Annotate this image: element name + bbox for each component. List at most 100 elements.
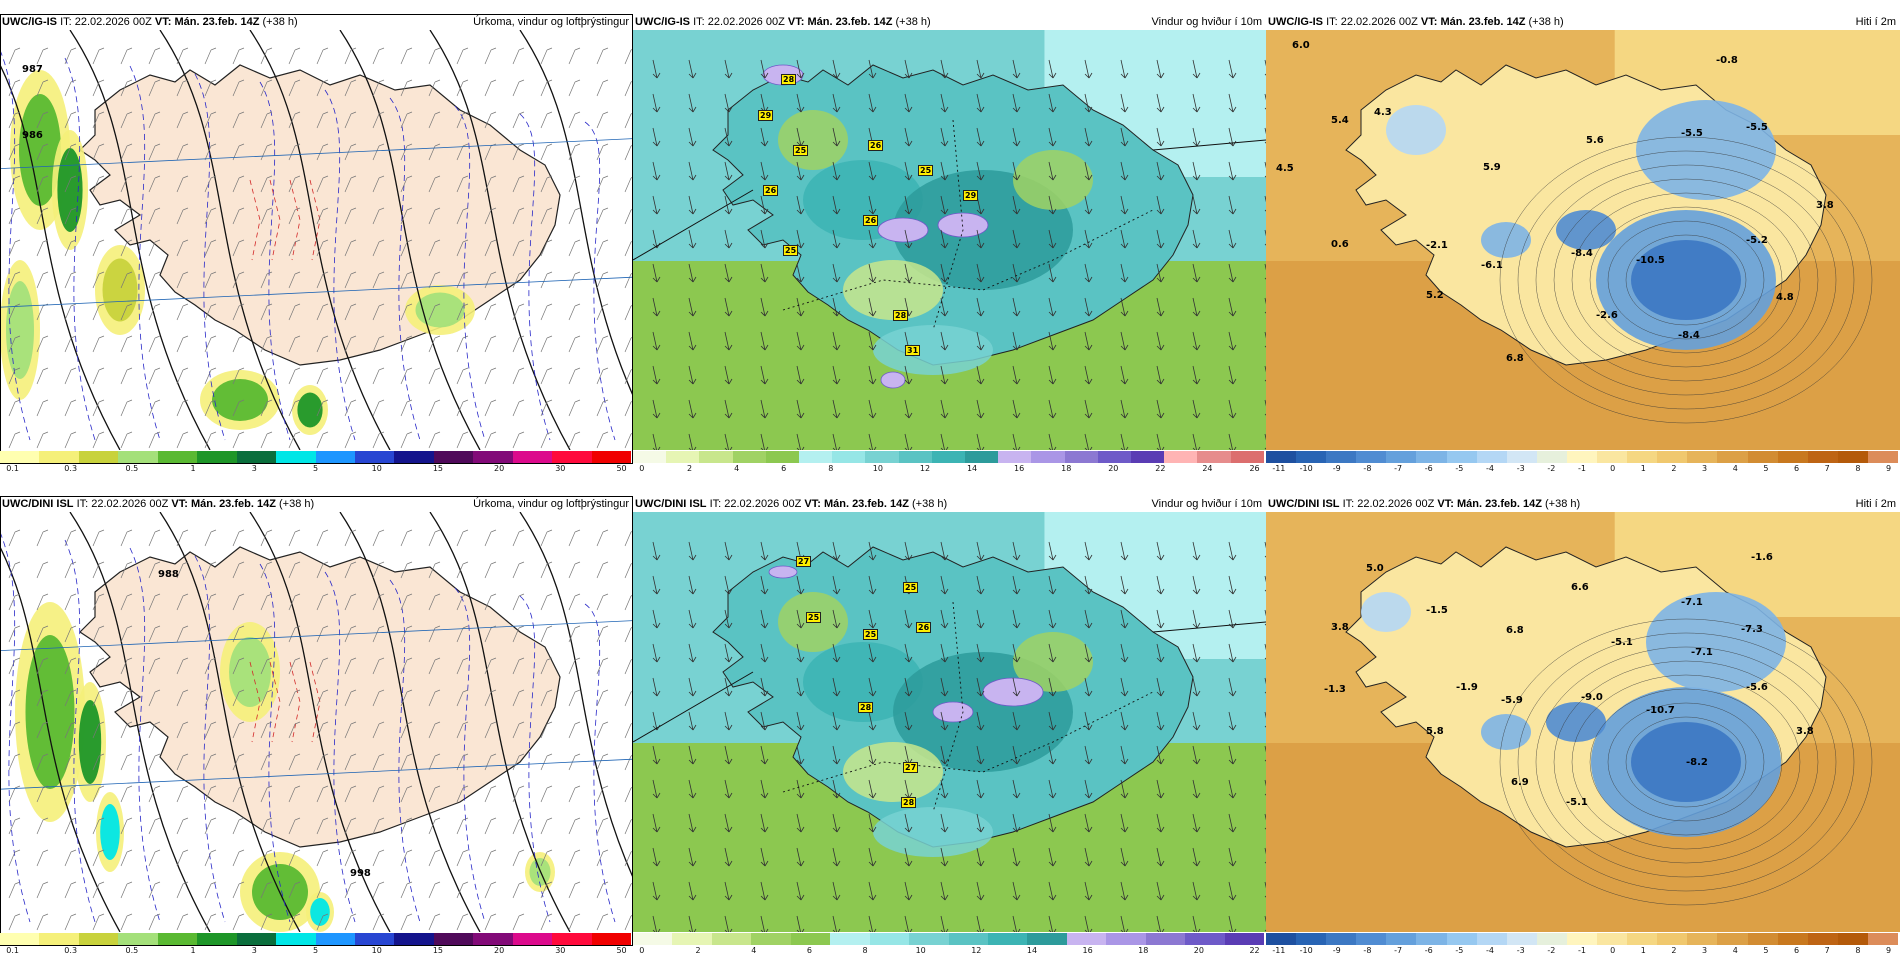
value-label: -7.1 bbox=[1691, 647, 1713, 658]
it-label: IT: bbox=[60, 16, 72, 28]
value-label: 5.4 bbox=[1331, 115, 1349, 126]
legend-swatch bbox=[39, 933, 79, 945]
value-label: 986 bbox=[22, 130, 43, 141]
legend-swatch bbox=[998, 451, 1032, 463]
legend-swatch bbox=[591, 451, 631, 463]
color-legend: 0 2 4 6 8 10 12 14 16 18 20 22 bbox=[633, 933, 1264, 956]
legend-tick-label: 7 bbox=[1824, 946, 1830, 955]
legend-swatch bbox=[1224, 933, 1264, 945]
panel-title: Úrkoma, vindur og loftþrýstingur bbox=[473, 16, 629, 28]
legend-swatch bbox=[1867, 451, 1898, 463]
legend-color-bar bbox=[1266, 933, 1898, 945]
gust-label: 28 bbox=[901, 797, 917, 808]
init-time: 22.02.2026 00Z bbox=[707, 16, 785, 28]
legend-tick-label: 1 bbox=[190, 946, 196, 955]
legend-swatch bbox=[1807, 933, 1838, 945]
legend-swatch bbox=[1031, 451, 1065, 463]
vt-label: VT: bbox=[171, 498, 188, 510]
legend-swatch bbox=[1326, 451, 1357, 463]
color-legend: 0.1 0.3 0.5 1 3 5 10 15 20 30 50 bbox=[0, 451, 631, 474]
legend-swatch bbox=[552, 933, 592, 945]
gust-label: 25 bbox=[863, 629, 879, 640]
legend-swatch bbox=[1446, 451, 1477, 463]
legend-tick-label: 6 bbox=[1794, 946, 1800, 955]
value-label: 5.9 bbox=[1483, 162, 1501, 173]
lead-time: (+38 h) bbox=[912, 498, 948, 510]
legend-tick-label: 18 bbox=[1061, 464, 1072, 473]
legend-tick-label: 0 bbox=[1610, 464, 1616, 473]
legend-color-bar bbox=[0, 451, 631, 463]
model-name: UWC/DINI ISL bbox=[635, 498, 707, 510]
value-label: 6.8 bbox=[1506, 625, 1524, 636]
map-canvas bbox=[633, 512, 1266, 932]
legend-swatch bbox=[1807, 451, 1838, 463]
value-label: -5.2 bbox=[1746, 235, 1768, 246]
map-canvas bbox=[1266, 30, 1900, 450]
legend-swatch bbox=[830, 933, 870, 945]
legend-swatch bbox=[276, 933, 316, 945]
legend-tick-label: -9 bbox=[1332, 946, 1341, 955]
legend-swatch bbox=[1777, 933, 1808, 945]
vt-label: VT: bbox=[804, 498, 821, 510]
legend-swatch bbox=[1777, 451, 1808, 463]
gust-label: 28 bbox=[781, 74, 797, 85]
legend-swatch bbox=[1230, 451, 1264, 463]
legend-tick-label: 16 bbox=[1014, 464, 1025, 473]
legend-tick-label: -8 bbox=[1363, 946, 1372, 955]
legend-swatch bbox=[1476, 933, 1507, 945]
legend-tick-label: 26 bbox=[1249, 464, 1260, 473]
panel-title: Hiti í 2m bbox=[1855, 498, 1896, 510]
legend-swatch bbox=[78, 451, 119, 463]
value-label: -5.1 bbox=[1566, 797, 1588, 808]
legend-swatch bbox=[394, 933, 434, 945]
legend-swatch bbox=[433, 451, 474, 463]
lead-time: (+38 h) bbox=[279, 498, 315, 510]
model-name: UWC/IG-IS bbox=[2, 16, 57, 28]
legend-tick-label: 3 bbox=[1702, 946, 1708, 955]
panel-header: UWC/IG-IS IT: 22.02.2026 00Z VT: Mán. 23… bbox=[1266, 14, 1900, 30]
value-label: -5.5 bbox=[1681, 128, 1703, 139]
legend-swatch bbox=[765, 451, 800, 463]
legend-tick-label: 0 bbox=[1610, 946, 1616, 955]
legend-tick-label: 6 bbox=[781, 464, 787, 473]
legend-swatch bbox=[354, 451, 395, 463]
value-label: 5.0 bbox=[1366, 563, 1384, 574]
panel-title: Úrkoma, vindur og loftþrýstingur bbox=[473, 498, 629, 510]
legend-tick-label: 6 bbox=[1794, 464, 1800, 473]
legend-tick-label: -3 bbox=[1516, 464, 1525, 473]
map-canvas bbox=[1266, 512, 1900, 932]
value-label: -5.9 bbox=[1501, 695, 1523, 706]
legend-tick-label: 3 bbox=[251, 946, 257, 955]
legend-tick-label: -10 bbox=[1299, 946, 1313, 955]
value-label: 6.6 bbox=[1571, 582, 1589, 593]
panel-precip-dini: UWC/DINI ISL IT: 22.02.2026 00Z VT: Mán.… bbox=[0, 496, 633, 955]
legend-swatch bbox=[512, 933, 553, 945]
legend-swatch bbox=[473, 933, 513, 945]
value-label: -5.1 bbox=[1611, 637, 1633, 648]
vt-label: VT: bbox=[154, 16, 172, 28]
model-name: UWC/DINI ISL bbox=[2, 498, 74, 510]
legend-swatch bbox=[1657, 933, 1688, 945]
map-canvas bbox=[0, 30, 633, 450]
legend-swatch bbox=[1296, 451, 1327, 463]
legend-tick-label: 0.3 bbox=[64, 464, 78, 473]
legend-tick-label: -6 bbox=[1424, 464, 1433, 473]
legend-swatch bbox=[1536, 451, 1567, 463]
it-label: IT: bbox=[76, 498, 89, 510]
legend-swatch bbox=[1097, 451, 1132, 463]
legend-swatch bbox=[315, 451, 355, 463]
panel-header: UWC/IG-IS IT: 22.02.2026 00Z VT: Mán. 23… bbox=[633, 14, 1266, 30]
value-label: 6.9 bbox=[1511, 777, 1529, 788]
value-label: -10.5 bbox=[1636, 255, 1665, 266]
gust-label: 26 bbox=[763, 185, 779, 196]
legend-swatch bbox=[315, 933, 355, 945]
legend-tick-label: -2 bbox=[1547, 946, 1556, 955]
legend-swatch bbox=[1657, 451, 1688, 463]
legend-swatch bbox=[197, 933, 237, 945]
it-label: IT: bbox=[1342, 498, 1355, 510]
legend-tick-label: 2 bbox=[1671, 946, 1677, 955]
legend-tick-label: 18 bbox=[1138, 946, 1149, 955]
gust-label: 25 bbox=[783, 245, 799, 256]
lead-time: (+38 h) bbox=[262, 16, 298, 28]
it-label: IT: bbox=[709, 498, 722, 510]
